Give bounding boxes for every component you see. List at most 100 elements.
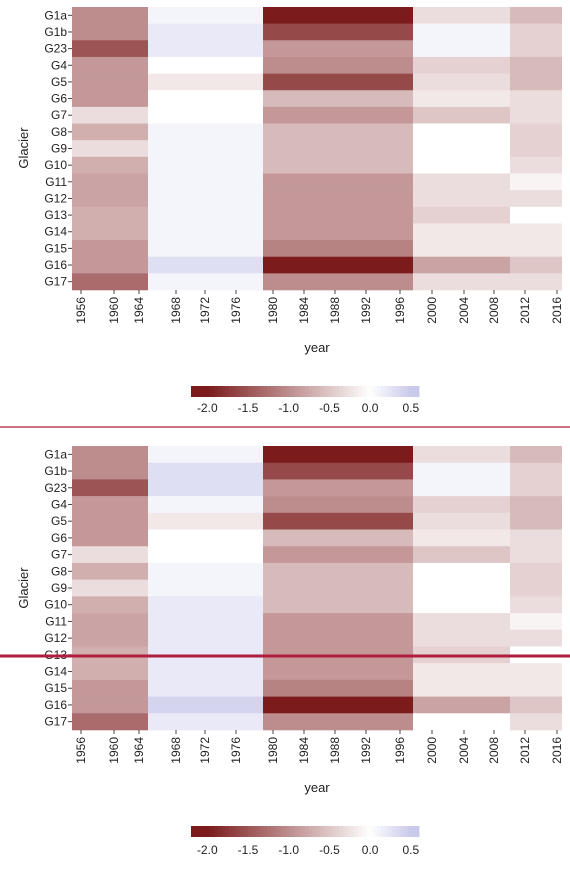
heatmap-cell-G6-1964-1980 bbox=[148, 529, 263, 547]
heatmap-cell-G17-1964-1980 bbox=[148, 713, 263, 731]
heatmap-cell-G12-1956-1964 bbox=[72, 190, 148, 208]
heatmap-cell-G15-1956-1964 bbox=[72, 679, 148, 697]
colorbar-swatch bbox=[286, 826, 291, 837]
heatmap-cell-G5-1997-2010 bbox=[413, 512, 510, 530]
colorbar-swatch bbox=[221, 826, 226, 837]
colorbar-swatch bbox=[240, 386, 245, 397]
colorbar-swatch bbox=[384, 826, 390, 837]
heatmap-cell-G23-1997-2010 bbox=[413, 479, 510, 497]
y-tick-label: G16 bbox=[44, 258, 67, 272]
heatmap-cell-G10-1964-1980 bbox=[148, 156, 263, 174]
y-tick-label: G8 bbox=[51, 125, 67, 139]
x-tick-label: 1996 bbox=[393, 297, 407, 324]
heatmap-cell-G9-1980-1997 bbox=[263, 579, 413, 597]
heatmap-cell-G23-2010-2016 bbox=[510, 40, 562, 58]
heatmap-cell-G7-1956-1964 bbox=[72, 106, 148, 124]
colorbar-swatch bbox=[369, 826, 374, 837]
heatmap-cell-G6-2010-2016 bbox=[510, 90, 562, 108]
heatmap-cell-G15-1997-2010 bbox=[413, 679, 510, 697]
x-tick-label: 2012 bbox=[518, 297, 532, 324]
heatmap-cell-G10-1980-1997 bbox=[263, 596, 413, 614]
heatmap-cell-G16-1964-1980 bbox=[148, 696, 263, 714]
heatmap-cell-G11-1980-1997 bbox=[263, 173, 413, 191]
colorbar-swatch bbox=[229, 386, 234, 397]
y-tick-label: G5 bbox=[51, 514, 67, 528]
heatmap-cell-G6-1997-2010 bbox=[413, 529, 510, 547]
heatmap-cell-G10-1980-1997 bbox=[263, 156, 413, 174]
heatmap-cell-G5-1997-2010 bbox=[413, 73, 510, 91]
x-tick-label: 1972 bbox=[198, 737, 212, 764]
y-tick-label: G23 bbox=[44, 481, 67, 495]
colorbar-swatch bbox=[251, 386, 257, 397]
colorbar-swatch bbox=[384, 386, 390, 397]
heatmap-cell-G5-1980-1997 bbox=[263, 512, 413, 530]
heatmap-cell-G11-2010-2016 bbox=[510, 613, 562, 631]
colorbar-swatch bbox=[358, 386, 363, 397]
heatmap-cell-G23-1956-1964 bbox=[72, 479, 148, 497]
heatmap-cell-G15-1997-2010 bbox=[413, 240, 510, 258]
heatmap-cell-G10-1956-1964 bbox=[72, 596, 148, 614]
colorbar-swatch bbox=[270, 386, 276, 397]
colorbar-swatch bbox=[396, 826, 401, 837]
colorbar-swatch bbox=[259, 386, 264, 397]
heatmap-cell-G4-1980-1997 bbox=[263, 496, 413, 514]
heatmap-cell-G5-2010-2016 bbox=[510, 512, 562, 530]
colorbar-swatch bbox=[362, 386, 367, 397]
colorbar-swatch bbox=[202, 826, 207, 837]
colorbar-swatch bbox=[377, 826, 382, 837]
heatmap-cell-G23-1997-2010 bbox=[413, 40, 510, 58]
y-tick-label: G9 bbox=[51, 142, 67, 156]
x-tick-label: 1964 bbox=[132, 297, 146, 324]
colorbar-swatch bbox=[278, 826, 283, 837]
heatmap-cell-G16-1956-1964 bbox=[72, 696, 148, 714]
heatmap-cell-G7-1997-2010 bbox=[413, 106, 510, 124]
colorbar-tick-label: -1.0 bbox=[278, 843, 299, 857]
y-tick-label: G11 bbox=[45, 175, 67, 189]
heatmap-cell-G9-2010-2016 bbox=[510, 579, 562, 597]
heatmap-cell-G11-1956-1964 bbox=[72, 173, 148, 191]
colorbar-swatch bbox=[339, 386, 344, 397]
heatmap-cell-G8-1980-1997 bbox=[263, 562, 413, 580]
colorbar-swatch bbox=[346, 386, 352, 397]
colorbar-swatch bbox=[229, 826, 234, 837]
heatmap-cell-G7-1980-1997 bbox=[263, 546, 413, 564]
heatmap-cell-G12-1997-2010 bbox=[413, 629, 510, 647]
heatmap-cell-G7-1997-2010 bbox=[413, 546, 510, 564]
colorbar-swatch bbox=[202, 386, 207, 397]
colorbar-tick-label: 0.5 bbox=[403, 401, 420, 415]
heatmap-cell-G15-2010-2016 bbox=[510, 240, 562, 258]
colorbar-swatch bbox=[343, 826, 348, 837]
colorbar-swatch bbox=[232, 386, 238, 397]
heatmap-cell-G14-1964-1980 bbox=[148, 663, 263, 681]
x-tick-label: 1976 bbox=[229, 737, 243, 764]
heatmap-cell-G23-2010-2016 bbox=[510, 479, 562, 497]
heatmap-cell-G23-1964-1980 bbox=[148, 479, 263, 497]
colorbar-swatch bbox=[217, 826, 222, 837]
colorbar-swatch bbox=[232, 826, 238, 837]
x-tick-label: 1980 bbox=[266, 737, 280, 764]
heatmap-cell-G5-1964-1980 bbox=[148, 512, 263, 530]
heatmap-cell-G17-1956-1964 bbox=[72, 713, 148, 731]
colorbar-swatch bbox=[248, 826, 253, 837]
colorbar-swatch bbox=[373, 386, 378, 397]
heatmap-cell-G13-1997-2010 bbox=[413, 206, 510, 224]
heatmap-cell-G14-1956-1964 bbox=[72, 663, 148, 681]
colorbar-swatch bbox=[282, 826, 287, 837]
colorbar-swatch bbox=[308, 386, 314, 397]
colorbar-swatch bbox=[244, 826, 249, 837]
colorbar-swatch bbox=[365, 826, 371, 837]
heatmap-cell-G5-2010-2016 bbox=[510, 73, 562, 91]
y-tick-label: G1a bbox=[44, 447, 67, 461]
heatmap-cell-G11-1997-2010 bbox=[413, 173, 510, 191]
colorbar-swatch bbox=[388, 386, 393, 397]
colorbar: -2.0 -1.5 -1.0 -0.5 0.0 0.5 bbox=[191, 386, 420, 415]
heatmap-cell-G14-1997-2010 bbox=[413, 223, 510, 241]
heatmap-cell-G16-1997-2010 bbox=[413, 256, 510, 274]
heatmap-cell-G10-2010-2016 bbox=[510, 156, 562, 174]
heatmap-cell-G1b-1964-1980 bbox=[148, 23, 263, 41]
x-tick-label: 2000 bbox=[425, 737, 439, 764]
heatmap-cell-G1a-1980-1997 bbox=[263, 7, 413, 24]
heatmap-cell-G1b-1956-1964 bbox=[72, 462, 148, 480]
heatmap-cell-G1b-2010-2016 bbox=[510, 462, 562, 480]
heatmap-cell-G11-1997-2010 bbox=[413, 613, 510, 631]
